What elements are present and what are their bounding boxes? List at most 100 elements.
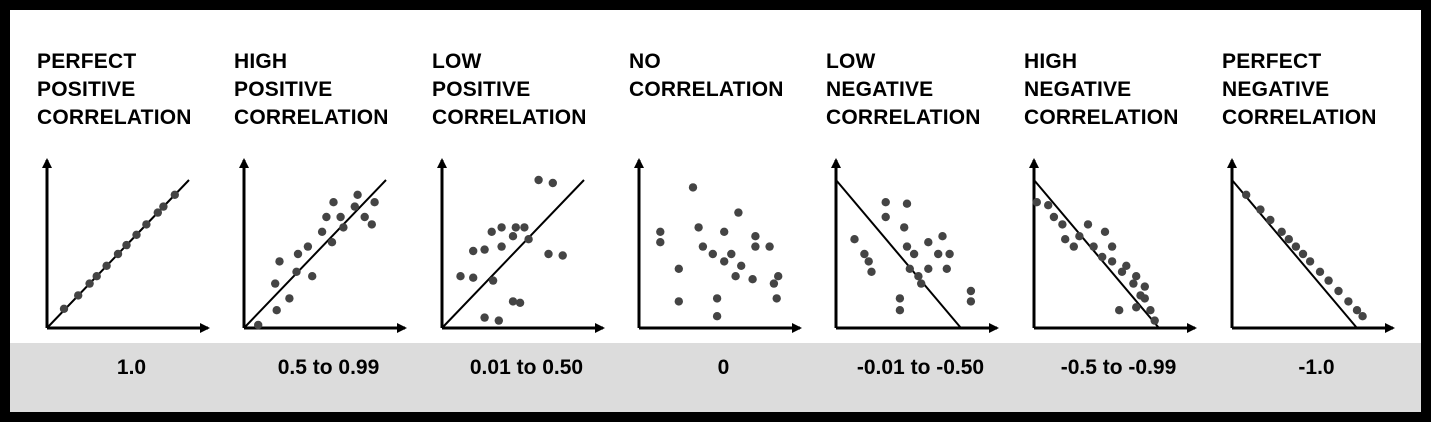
data-point: [1083, 220, 1093, 229]
data-point: [850, 235, 859, 244]
data-point: [1132, 272, 1141, 281]
data-point: [367, 220, 376, 229]
data-point: [59, 304, 69, 313]
data-point: [966, 286, 976, 296]
correlation-value: 1.0: [116, 356, 147, 379]
data-point: [1117, 267, 1127, 276]
data-point: [1049, 212, 1059, 222]
correlation-value: -0.01 to -0.50: [856, 356, 985, 379]
data-point: [1352, 306, 1362, 315]
data-point: [914, 272, 923, 281]
data-point: [534, 175, 543, 185]
scatter-plot: [1029, 158, 1197, 333]
scatter-plot: [634, 158, 802, 333]
data-point: [293, 249, 303, 259]
data-point: [1277, 227, 1286, 236]
data-point: [1132, 303, 1141, 312]
panel-perfect-positive-correlation: PERFECT POSITIVE CORRELATION 1.0: [33, 10, 230, 412]
panel-perfect-negative-correlation: PERFECT NEGATIVE CORRELATION -1.0: [1218, 10, 1415, 412]
data-point: [497, 223, 506, 232]
trend-line: [441, 179, 585, 329]
data-point: [881, 212, 890, 222]
data-point: [1069, 242, 1078, 251]
data-point: [329, 198, 338, 207]
data-point: [945, 249, 954, 259]
data-point: [113, 249, 123, 259]
data-point: [159, 202, 168, 211]
trend-line: [835, 179, 962, 329]
data-point: [511, 223, 520, 232]
data-point: [122, 240, 131, 250]
data-point: [905, 264, 914, 273]
data-point: [720, 227, 729, 236]
data-point: [317, 227, 327, 236]
data-point: [902, 242, 912, 251]
data-point: [1266, 215, 1275, 225]
data-point: [487, 227, 496, 236]
panel-low-positive-correlation: LOW POSITIVE CORRELATION 0.01 to 0.50: [428, 10, 625, 412]
data-point: [751, 232, 760, 241]
data-point: [674, 264, 683, 273]
data-point: [1100, 227, 1110, 236]
data-point: [765, 242, 774, 251]
data-point: [656, 227, 665, 236]
panel-high-positive-correlation: HIGH POSITIVE CORRELATION 0.5 to 0.99: [230, 10, 427, 412]
data-point: [548, 178, 557, 188]
correlation-value: 0.01 to 0.50: [469, 356, 584, 379]
data-point: [1284, 235, 1293, 244]
data-point: [720, 257, 729, 266]
data-point: [772, 294, 781, 303]
data-point: [1098, 252, 1107, 262]
data-point: [558, 251, 567, 260]
data-point: [322, 212, 331, 222]
data-point: [769, 279, 779, 288]
panel-title: HIGH POSITIVE CORRELATION: [234, 50, 389, 129]
data-point: [1044, 201, 1053, 210]
data-point: [524, 235, 533, 244]
data-point: [902, 199, 912, 208]
trend-line: [1231, 179, 1358, 329]
data-point: [494, 316, 503, 325]
panel-title: LOW NEGATIVE CORRELATION: [826, 50, 981, 129]
scatter-plot: [831, 158, 999, 333]
data-point: [275, 257, 284, 266]
data-point: [748, 275, 757, 284]
data-point: [488, 276, 498, 285]
data-point: [909, 249, 919, 259]
data-point: [881, 198, 890, 207]
data-point: [360, 212, 369, 222]
data-point: [737, 261, 746, 270]
data-point: [480, 313, 489, 322]
data-point: [520, 223, 529, 232]
data-point: [515, 298, 525, 307]
panel-title: PERFECT NEGATIVE CORRELATION: [1222, 50, 1377, 129]
data-point: [339, 223, 348, 232]
data-point: [864, 257, 873, 266]
data-point: [712, 294, 722, 303]
data-point: [774, 272, 783, 281]
data-point: [1122, 261, 1131, 270]
data-point: [1140, 294, 1149, 303]
data-point: [508, 232, 518, 241]
data-point: [860, 249, 869, 259]
data-point: [370, 198, 379, 207]
data-point: [934, 249, 943, 259]
data-point: [708, 249, 717, 259]
data-point: [336, 212, 345, 222]
data-point: [727, 249, 736, 259]
data-point: [1075, 232, 1084, 241]
panel-title: LOW POSITIVE CORRELATION: [432, 50, 587, 129]
data-point: [712, 312, 722, 321]
data-point: [544, 249, 553, 259]
data-point: [1146, 306, 1155, 315]
data-point: [1061, 235, 1070, 244]
data-point: [497, 242, 506, 251]
scatter-plot: [1227, 158, 1395, 333]
panel-title: NO CORRELATION: [629, 50, 784, 101]
data-point: [900, 223, 909, 232]
data-point: [1291, 242, 1301, 251]
panel-no-correlation: NO CORRELATION 0: [625, 10, 822, 412]
data-point: [656, 238, 665, 247]
data-point: [1256, 205, 1265, 214]
data-point: [508, 297, 518, 306]
